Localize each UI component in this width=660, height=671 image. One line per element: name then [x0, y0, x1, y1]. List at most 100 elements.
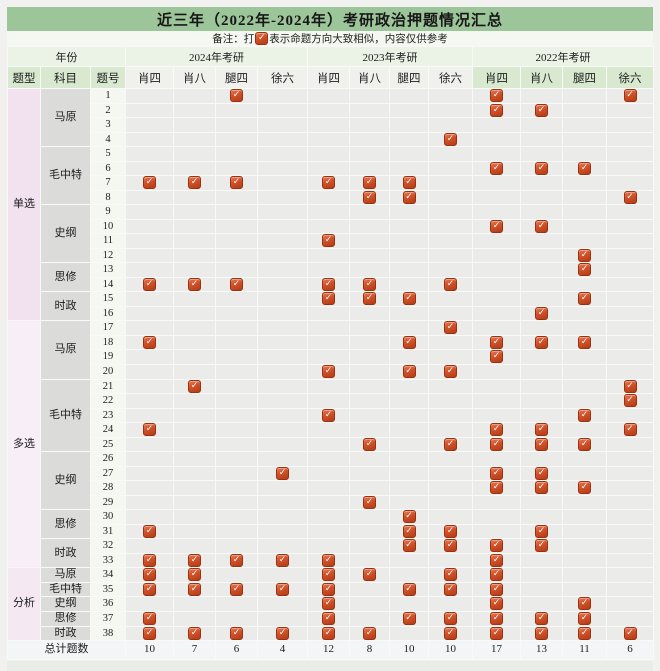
check-cell	[472, 204, 521, 220]
check-cell	[472, 509, 521, 525]
check-cell: ✓	[125, 175, 174, 191]
check-cell	[307, 334, 350, 351]
check-cell	[520, 291, 563, 307]
check-cell	[173, 523, 216, 540]
check-cell: ✓	[472, 334, 521, 351]
check-cell	[307, 494, 350, 511]
check-icon: ✓	[535, 539, 548, 553]
check-icon: ✓	[623, 394, 637, 408]
check-cell	[349, 262, 390, 278]
check-cell	[520, 567, 563, 583]
question-row: 29 ✓	[8, 494, 654, 511]
question-row: 31 ✓ ✓ ✓ ✓	[8, 523, 654, 540]
check-icon: ✓	[535, 423, 548, 437]
check-cell	[562, 538, 607, 554]
check-cell	[125, 247, 174, 264]
check-cell	[520, 88, 563, 104]
check-cell: ✓	[428, 436, 473, 453]
check-cell	[472, 146, 521, 162]
subject-group-label: 时政	[40, 538, 91, 569]
question-number: 14	[90, 276, 126, 293]
check-cell	[606, 233, 654, 249]
check-icon: ✓	[490, 423, 503, 437]
check-icon: ✓	[402, 191, 416, 204]
check-cell: ✓	[472, 581, 521, 598]
check-cell: ✓	[562, 262, 607, 278]
check-cell: ✓	[389, 611, 429, 627]
year-group-2022年考研: 2022年考研	[472, 46, 654, 67]
check-icon: ✓	[322, 365, 335, 378]
check-cell	[520, 117, 563, 133]
check-cell	[349, 320, 390, 336]
check-cell	[428, 88, 473, 104]
check-cell	[173, 407, 216, 424]
check-cell: ✓	[472, 538, 521, 554]
question-row: 6 ✓ ✓ ✓	[8, 160, 654, 177]
check-icon: ✓	[230, 278, 243, 291]
check-cell	[389, 596, 429, 612]
check-cell	[606, 596, 654, 612]
check-cell	[307, 247, 350, 264]
check-cell	[125, 189, 174, 206]
check-icon: ✓	[188, 554, 201, 567]
check-cell: ✓	[307, 233, 350, 249]
check-cell	[125, 393, 174, 409]
question-number: 15	[90, 291, 126, 307]
question-row: 思修 13 ✓	[8, 262, 654, 293]
check-cell	[125, 451, 174, 467]
question-number: 4	[90, 131, 126, 148]
check-cell	[173, 117, 216, 133]
check-cell	[125, 378, 174, 395]
check-cell	[173, 160, 216, 177]
check-cell: ✓	[307, 175, 350, 191]
check-cell	[389, 407, 429, 424]
check-cell	[257, 407, 308, 424]
check-icon: ✓	[322, 176, 335, 190]
question-row: 时政 32 ✓ ✓ ✓ ✓	[8, 538, 654, 569]
check-cell	[562, 451, 607, 467]
question-row: 毛中特 21 ✓ ✓	[8, 378, 654, 453]
check-cell	[349, 305, 390, 322]
check-icon: ✓	[623, 627, 637, 640]
check-icon: ✓	[143, 568, 156, 582]
check-icon: ✓	[143, 336, 156, 349]
col-header-predictor-徐六: 徐六	[428, 66, 473, 89]
check-cell	[472, 291, 521, 307]
check-cell: ✓	[349, 567, 390, 583]
check-cell	[606, 523, 654, 540]
check-cell: ✓	[307, 552, 350, 569]
check-cell	[125, 88, 174, 104]
check-cell	[472, 247, 521, 264]
check-cell	[215, 160, 258, 177]
check-cell: ✓	[428, 538, 473, 554]
check-cell	[349, 538, 390, 554]
check-cell	[257, 349, 308, 365]
question-row: 7 ✓ ✓ ✓ ✓ ✓ ✓	[8, 175, 654, 191]
check-cell	[257, 538, 308, 554]
check-cell	[257, 146, 308, 162]
check-icon: ✓	[444, 583, 457, 596]
check-cell	[257, 436, 308, 453]
check-cell: ✓	[389, 523, 429, 540]
check-icon: ✓	[402, 612, 416, 625]
check-cell: ✓	[428, 320, 473, 336]
check-cell: ✓	[520, 523, 563, 540]
check-icon: ✓	[535, 220, 548, 233]
check-cell	[173, 305, 216, 322]
check-cell	[606, 117, 654, 133]
check-icon: ✓	[444, 612, 457, 625]
check-cell: ✓	[173, 625, 216, 642]
check-cell: ✓	[472, 218, 521, 235]
check-cell	[173, 364, 216, 380]
question-row: 11 ✓	[8, 233, 654, 249]
check-icon: ✓	[535, 104, 548, 117]
check-icon: ✓	[322, 568, 335, 582]
check-cell: ✓	[125, 581, 174, 598]
subject-group-label: 时政	[40, 625, 91, 642]
check-cell	[520, 581, 563, 598]
check-cell	[215, 393, 258, 409]
check-cell: ✓	[215, 581, 258, 598]
check-cell: ✓	[349, 175, 390, 191]
check-cell: ✓	[349, 494, 390, 511]
check-cell: ✓	[125, 567, 174, 583]
